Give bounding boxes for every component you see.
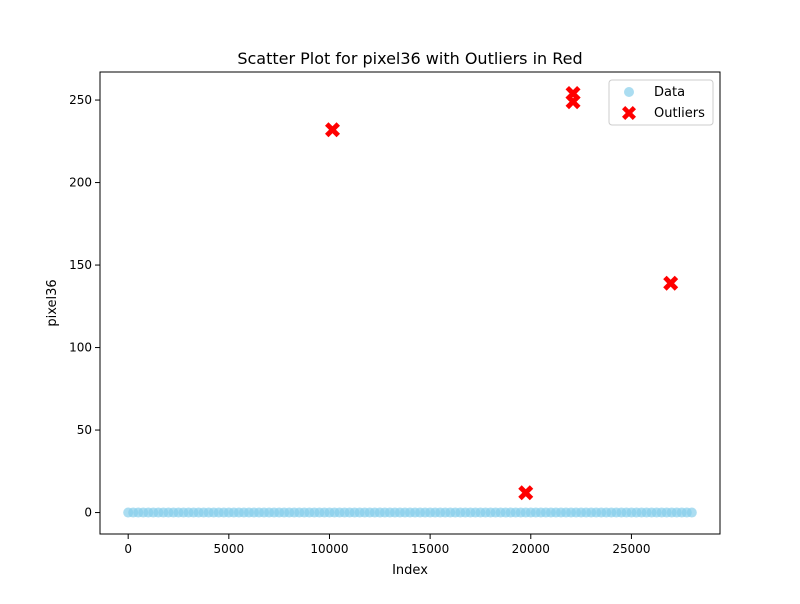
data-point [686, 507, 697, 518]
legend-box [608, 79, 714, 126]
x-tick-label: 20000 [512, 542, 550, 556]
y-tick-label: 100 [69, 341, 92, 355]
legend-data-label: Data [654, 85, 685, 100]
legend-data-marker [624, 87, 634, 97]
y-tick-label: 250 [69, 93, 92, 107]
x-axis-label: Index [392, 563, 428, 578]
outlier-point [518, 485, 534, 501]
legend-outliers-marker [622, 106, 636, 120]
outlier-point [663, 275, 679, 291]
plot-frame [99, 71, 721, 535]
y-tick-label: 50 [77, 423, 92, 437]
legend-outliers-label: Outliers [654, 106, 705, 121]
y-axis-label: pixel36 [45, 279, 60, 326]
chart-title: Scatter Plot for pixel36 with Outliers i… [237, 49, 582, 68]
legend: Data Outliers [608, 79, 714, 126]
plot-area: 0 5000 10000 15000 20000 25000 0 50 100 150 200 250 [69, 71, 721, 556]
y-tick-label: 0 [84, 506, 92, 520]
y-tick-label: 200 [69, 176, 92, 190]
outlier-point [325, 122, 340, 138]
x-tick-label: 25000 [612, 542, 650, 556]
x-tick-label: 15000 [411, 542, 449, 556]
y-tick-label: 150 [69, 258, 92, 272]
x-tick-label: 5000 [214, 542, 245, 556]
x-tick-label: 0 [124, 542, 132, 556]
outlier-point [565, 85, 581, 101]
x-tick-label: 10000 [310, 542, 348, 556]
